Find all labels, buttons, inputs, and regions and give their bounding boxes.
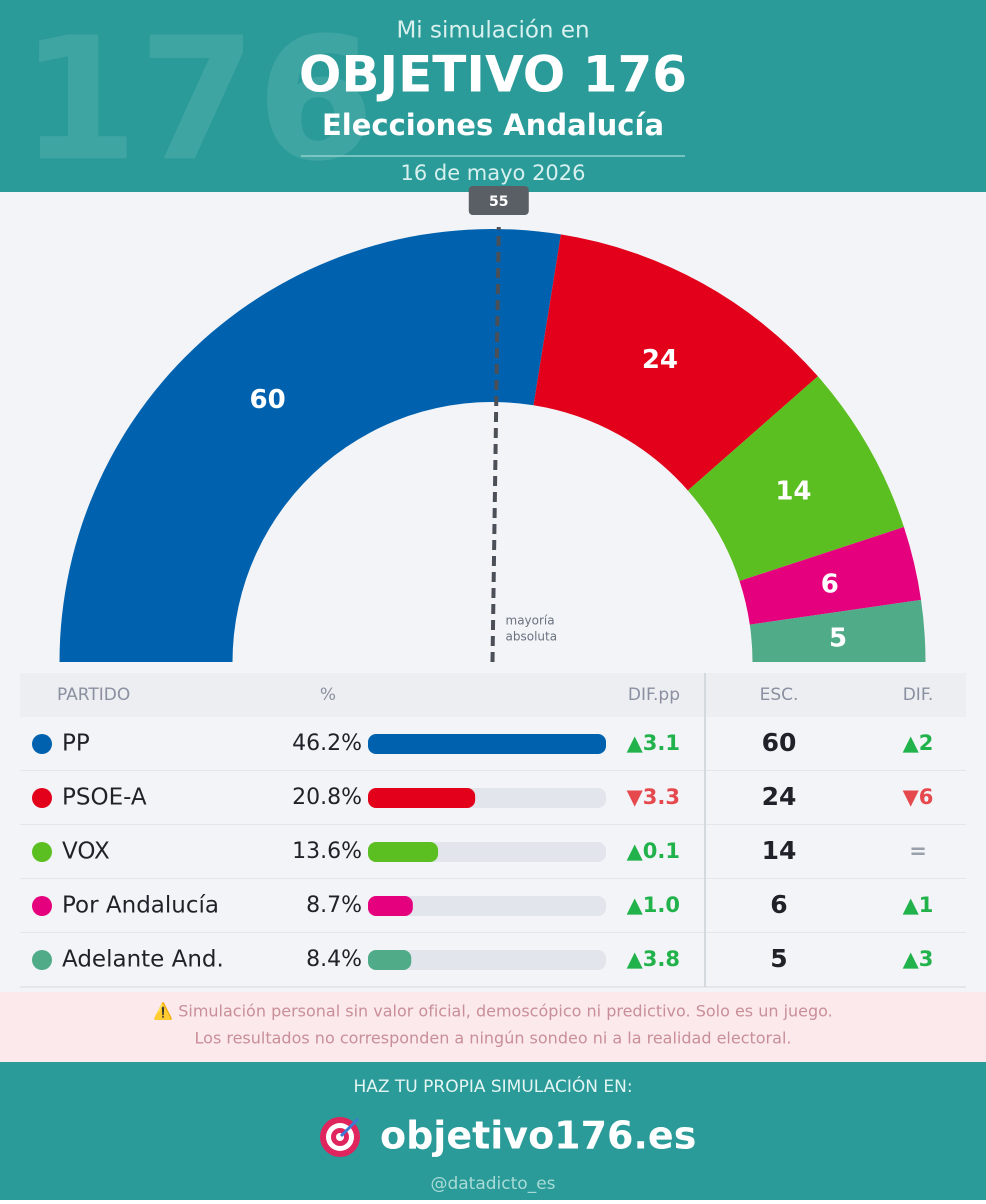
pct-bar <box>368 896 413 916</box>
footer-band <box>0 1062 986 1200</box>
seat-diff: = <box>909 839 927 863</box>
footer-handle: @datadicto_es <box>430 1174 555 1194</box>
seat-diff: ▼6 <box>903 785 934 809</box>
table-header-bg <box>20 673 966 717</box>
column-header: DIF. <box>903 685 934 705</box>
seat-arc <box>739 527 922 625</box>
pct-label: 8.4% <box>306 947 362 972</box>
column-header: PARTIDO <box>57 685 130 705</box>
dif-pp: ▲0.1 <box>627 839 680 863</box>
target-icon <box>320 1117 360 1157</box>
party-name: PSOE-A <box>62 785 147 811</box>
majority-value: 55 <box>489 194 508 210</box>
party-dot <box>32 734 52 754</box>
party-name: PP <box>62 731 90 757</box>
disclaimer-line: ⚠️ Simulación personal sin valor oficial… <box>153 1002 833 1021</box>
header-watermark: 176 <box>20 1 375 199</box>
seats: 5 <box>770 944 787 973</box>
party-dot <box>32 788 52 808</box>
results-table: PARTIDO% DIF.pp ESC. DIF. PP 46.2% ▲3.1 60 ▲2 PSO… <box>20 673 966 988</box>
seat-arc <box>687 376 904 581</box>
header-subtitle: Elecciones Andalucía <box>322 108 664 142</box>
party-dot <box>32 842 52 862</box>
pct-bar <box>368 788 476 808</box>
seat-diff: ▲3 <box>903 947 934 971</box>
seat-label: 60 <box>250 385 286 415</box>
dif-pp: ▲1.0 <box>627 893 680 917</box>
header-band <box>0 0 986 192</box>
pct-label: 46.2% <box>292 731 362 756</box>
majority-label: absoluta <box>506 630 558 644</box>
party-dot <box>32 950 52 970</box>
column-header: % <box>320 685 336 705</box>
header-title: OBJETIVO 176 <box>299 46 687 104</box>
disclaimer-band <box>0 992 986 1062</box>
pct-label: 20.8% <box>292 785 362 810</box>
seats: 60 <box>762 728 797 757</box>
seats: 14 <box>762 836 797 865</box>
dif-pp: ▲3.1 <box>627 731 680 755</box>
pct-track <box>368 896 606 916</box>
seats: 6 <box>770 890 787 919</box>
seat-label: 5 <box>829 624 847 654</box>
seat-arc <box>533 234 818 491</box>
majority-label: mayoría <box>506 614 555 628</box>
seat-arc <box>749 599 926 662</box>
seat-diff: ▲2 <box>903 731 934 755</box>
footer-site: objetivo176.es <box>380 1114 696 1158</box>
header-date: 16 de mayo 2026 <box>400 161 585 185</box>
pct-bar <box>368 950 412 970</box>
majority-badge <box>468 186 529 215</box>
seat-label: 14 <box>775 477 811 507</box>
disclaimer-line: Los resultados no corresponden a ningún … <box>195 1029 792 1048</box>
dif-pp: ▼3.3 <box>627 785 680 809</box>
majority-line <box>490 227 501 663</box>
seats: 24 <box>762 782 797 811</box>
pct-bar <box>368 734 606 754</box>
column-header: DIF.pp <box>628 685 680 705</box>
seat-arc <box>59 229 561 663</box>
party-name: Adelante And. <box>62 947 224 973</box>
footer-cta: HAZ TU PROPIA SIMULACIÓN EN: <box>353 1075 632 1097</box>
pct-label: 8.7% <box>306 893 362 918</box>
pct-label: 13.6% <box>292 839 362 864</box>
column-header: ESC. <box>760 685 799 705</box>
party-dot <box>32 896 52 916</box>
pct-bar <box>368 842 439 862</box>
party-name: Por Andalucía <box>62 893 219 919</box>
dif-pp: ▲3.8 <box>627 947 680 971</box>
party-name: VOX <box>62 839 110 865</box>
seat-diff: ▲1 <box>903 893 934 917</box>
header-pre: Mi simulación en <box>396 18 589 44</box>
pct-track <box>368 950 606 970</box>
seat-label: 6 <box>821 569 839 599</box>
seat-label: 24 <box>642 345 678 375</box>
